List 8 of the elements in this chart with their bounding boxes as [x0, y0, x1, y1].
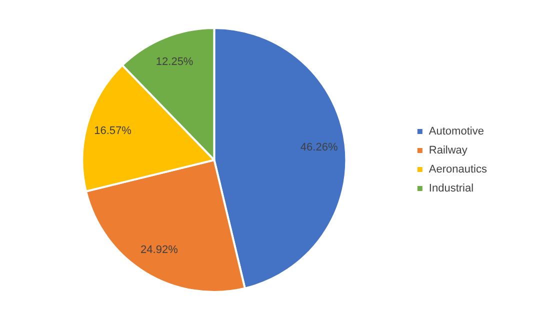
data-label: 46.26% — [300, 142, 338, 154]
legend-label: Automotive — [428, 126, 484, 138]
data-label: 16.57% — [94, 124, 132, 137]
legend-label: Railway — [428, 144, 468, 157]
data-label: 12.25% — [156, 56, 194, 68]
data-label: 24.92% — [140, 244, 178, 256]
legend-label: Aeronautics — [428, 164, 488, 176]
legend-label: Industrial — [428, 182, 474, 195]
